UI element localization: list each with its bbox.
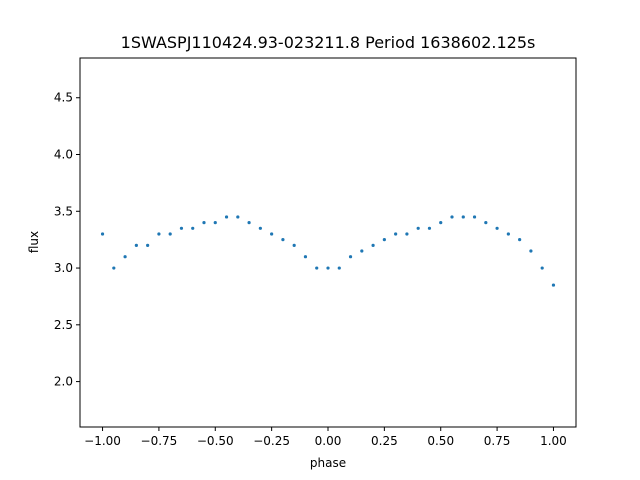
y-tick-label: 3.5 xyxy=(54,204,73,218)
data-point xyxy=(484,221,488,225)
x-tick-label: −0.25 xyxy=(253,434,290,448)
data-point xyxy=(382,238,386,242)
data-point xyxy=(326,266,330,270)
data-point xyxy=(472,215,477,219)
data-point xyxy=(191,226,195,230)
data-point xyxy=(179,226,184,230)
data-point xyxy=(157,232,161,236)
chart-title: 1SWASPJ110424.93-023211.8 Period 1638602… xyxy=(121,33,536,52)
data-point xyxy=(258,226,262,230)
data-point xyxy=(247,221,251,225)
data-point xyxy=(112,266,116,270)
x-tick-label: 1.00 xyxy=(540,434,567,448)
x-tick-label: −1.00 xyxy=(84,434,121,448)
data-point xyxy=(337,266,341,270)
data-point xyxy=(394,232,398,236)
y-tick-label: 2.5 xyxy=(54,318,73,332)
data-point xyxy=(551,283,556,287)
data-point xyxy=(371,243,375,247)
data-point xyxy=(518,238,522,242)
data-point xyxy=(315,266,319,270)
data-point xyxy=(416,226,420,230)
data-point xyxy=(303,255,308,259)
data-point xyxy=(224,215,229,219)
data-point xyxy=(461,215,465,219)
data-point xyxy=(427,226,432,230)
data-point xyxy=(360,249,364,253)
x-tick-label: 0.50 xyxy=(427,434,454,448)
x-tick-label: −0.75 xyxy=(141,434,178,448)
data-point xyxy=(506,232,510,236)
data-point xyxy=(450,215,454,219)
data-point xyxy=(213,221,217,225)
x-tick-label: −0.50 xyxy=(197,434,234,448)
x-tick-label: 0.00 xyxy=(315,434,342,448)
x-axis: −1.00 −0.75 −0.50 −0.25 0.00 0.25 0.50 0.75 1.00 xyxy=(84,427,567,448)
y-axis-label: flux xyxy=(27,231,41,253)
x-tick-label: 0.25 xyxy=(371,434,398,448)
data-point xyxy=(495,226,499,230)
y-tick-label: 4.0 xyxy=(54,148,73,162)
data-point xyxy=(123,255,127,259)
y-tick-label: 3.0 xyxy=(54,261,73,275)
data-point xyxy=(405,232,409,236)
data-point xyxy=(168,232,172,236)
y-axis: 2.0 2.5 3.0 3.5 4.0 4.5 xyxy=(54,91,80,389)
x-axis-label: phase xyxy=(310,456,346,470)
data-point xyxy=(202,221,206,225)
x-tick-label: 0.75 xyxy=(484,434,511,448)
data-point xyxy=(281,238,285,242)
data-point xyxy=(348,255,353,259)
data-point xyxy=(529,249,533,253)
scatter-points xyxy=(100,215,556,287)
data-point xyxy=(100,232,105,236)
data-point xyxy=(236,215,240,219)
y-tick-label: 2.0 xyxy=(54,375,73,389)
data-point xyxy=(540,266,544,270)
data-point xyxy=(270,232,274,236)
data-point xyxy=(292,243,296,247)
data-point xyxy=(146,243,150,247)
data-point xyxy=(134,243,138,247)
y-tick-label: 4.5 xyxy=(54,91,73,105)
data-point xyxy=(439,221,443,225)
